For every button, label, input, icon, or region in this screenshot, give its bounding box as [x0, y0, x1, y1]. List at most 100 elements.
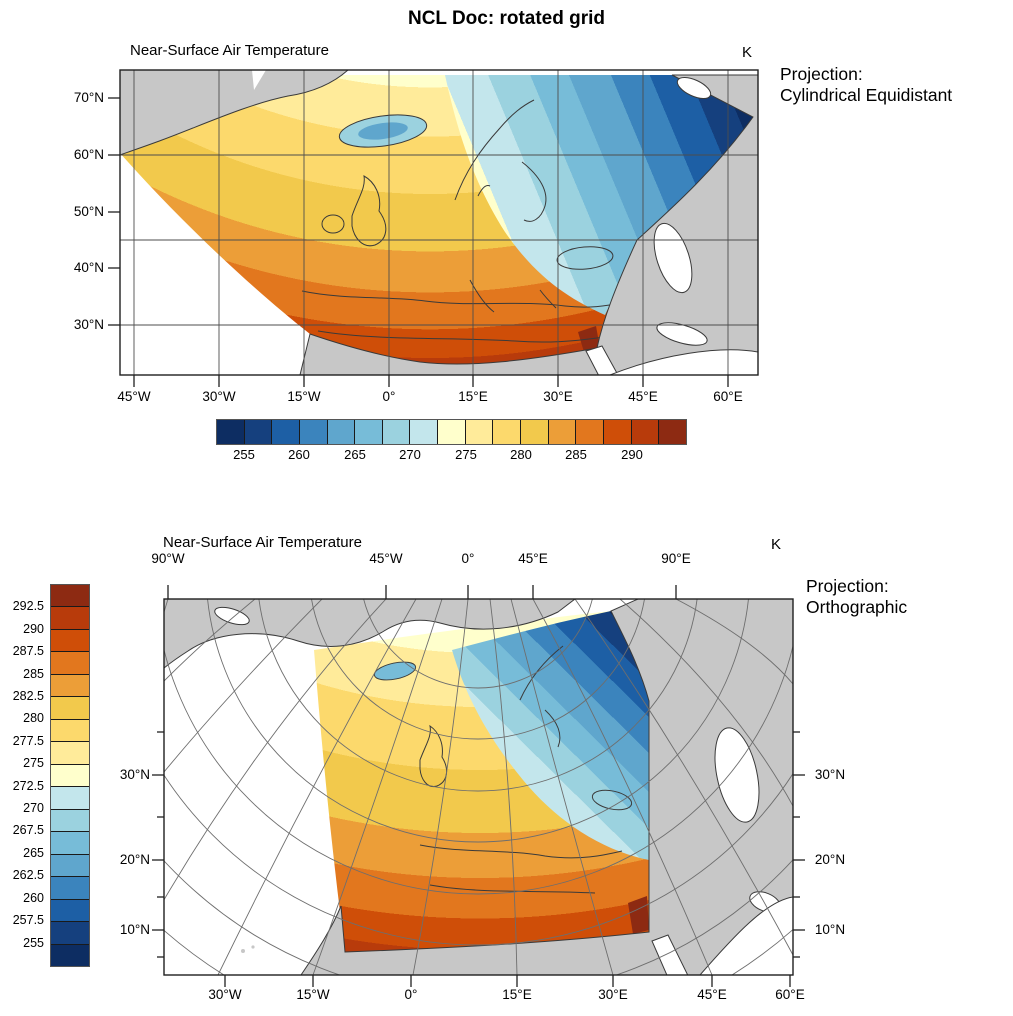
vbar-label-282-5: 282.5 — [12, 689, 44, 703]
lower-toptick-0: 0° — [461, 551, 475, 566]
hbar-label-290: 290 — [621, 447, 643, 462]
colorbar-cell — [51, 697, 89, 720]
lower-bottick-60e: 60°E — [775, 987, 805, 1002]
vbar-label-280: 280 — [23, 711, 44, 725]
upper-xtick-0: 0° — [382, 389, 396, 404]
colorbar-cell — [51, 585, 89, 608]
colorbar-cell — [548, 420, 577, 444]
colorbar-cell — [272, 420, 300, 444]
colorbar-cell — [438, 420, 466, 444]
colorbar-cell — [51, 899, 89, 923]
vbar-label-267-5: 267.5 — [12, 823, 44, 837]
vbar-label-260: 260 — [23, 891, 44, 905]
vbar-label-292-5: 292.5 — [12, 599, 44, 613]
upper-ytick-30n: 30°N — [73, 317, 104, 332]
vbar-label-270: 270 — [23, 801, 44, 815]
ticks-upper — [108, 97, 729, 387]
vbar-label-290: 290 — [23, 622, 44, 636]
colorbar-cell — [327, 420, 356, 444]
upper-xtick-45e: 45°E — [628, 389, 658, 404]
lower-lefttick-20n: 20°N — [119, 852, 150, 867]
colorbar-cell — [51, 854, 89, 878]
colorbar-cell — [244, 420, 273, 444]
vbar-label-257-5: 257.5 — [12, 913, 44, 927]
upper-projection-label: Projection: — [780, 64, 863, 84]
colorbar-cell — [51, 674, 89, 698]
vbar-label-285: 285 — [23, 667, 44, 681]
lower-projection-name: Orthographic — [806, 597, 908, 617]
colorbar-cell — [51, 764, 89, 788]
lower-lefttick-10n: 10°N — [119, 922, 150, 937]
colorbar-cell — [603, 420, 632, 444]
lower-toptick-90e: 90°E — [661, 551, 691, 566]
land-upper — [120, 70, 758, 375]
lower-bottick-0: 0° — [404, 987, 418, 1002]
upper-units-label: K — [742, 44, 753, 61]
upper-xtick-60e: 60°E — [713, 389, 743, 404]
colorbar-cell — [382, 420, 411, 444]
lower-units-label: K — [771, 536, 782, 553]
lower-bottick-15w: 15°W — [296, 987, 330, 1002]
colorbar-cell — [299, 420, 328, 444]
upper-ytick-60n: 60°N — [73, 147, 104, 162]
lower-toptick-45e: 45°E — [518, 551, 548, 566]
frame-upper — [119, 69, 759, 376]
hbar-label-285: 285 — [565, 447, 587, 462]
hbar-label-265: 265 — [344, 447, 366, 462]
ticks-lower — [152, 585, 805, 987]
grid-upper — [120, 70, 758, 375]
upper-xtick-15w: 15°W — [287, 389, 321, 404]
vbar-label-265: 265 — [23, 846, 44, 860]
lower-bottick-30e: 30°E — [598, 987, 628, 1002]
upper-projection-annotation: Projection: Cylindrical Equidistant — [780, 64, 952, 106]
upper-projection-name: Cylindrical Equidistant — [780, 85, 953, 105]
vbar-label-275: 275 — [23, 756, 44, 770]
colorbar-cell — [631, 420, 660, 444]
lower-righttick-10n: 10°N — [814, 922, 846, 937]
lower-bottick-45e: 45°E — [697, 987, 727, 1002]
graticule-lower — [164, 599, 793, 975]
colorbar-horizontal — [216, 419, 687, 445]
lower-toptick-45w: 45°W — [369, 551, 403, 566]
colorbar-cell — [51, 832, 89, 855]
hbar-label-280: 280 — [510, 447, 532, 462]
vbar-label-287-5: 287.5 — [12, 644, 44, 658]
lower-bottick-30w: 30°W — [208, 987, 242, 1002]
coastlines-upper — [301, 99, 642, 343]
lower-field-title: Near-Surface Air Temperature — [163, 534, 362, 551]
colorbar-cell — [51, 719, 89, 743]
colorbar-cell — [659, 420, 686, 444]
land-lower — [164, 599, 793, 975]
map-lower — [152, 585, 805, 987]
colorbar-cell — [576, 420, 604, 444]
colorbar-cell — [51, 652, 89, 675]
colorbar-cell — [51, 877, 89, 900]
hot-streak-lower — [628, 896, 649, 934]
frame-lower — [163, 598, 794, 976]
hbar-label-260: 260 — [288, 447, 310, 462]
upper-xtick-45w: 45°W — [117, 389, 151, 404]
colorbar-cell — [355, 420, 383, 444]
colorbar-cell — [465, 420, 494, 444]
page-title: NCL Doc: rotated grid — [407, 8, 606, 29]
colorbar-cell — [51, 607, 89, 630]
upper-xtick-30e: 30°E — [543, 389, 573, 404]
colorbar-cell — [493, 420, 522, 444]
upper-xtick-30w: 30°W — [202, 389, 236, 404]
colorbar-cell — [410, 420, 439, 444]
upper-ytick-50n: 50°N — [73, 204, 104, 219]
vbar-label-272-5: 272.5 — [12, 779, 44, 793]
map-upper — [108, 69, 759, 387]
upper-ytick-70n: 70°N — [73, 90, 104, 105]
colorbar-cell — [51, 809, 89, 833]
colorbar-cell — [217, 420, 245, 444]
hbar-label-270: 270 — [399, 447, 421, 462]
hbar-label-255: 255 — [233, 447, 255, 462]
lower-righttick-30n: 30°N — [814, 767, 846, 782]
cold-sector-upper — [445, 75, 753, 315]
lower-toptick-90w: 90°W — [151, 551, 185, 566]
colorbar-vertical — [50, 584, 90, 967]
hbar-label-275: 275 — [455, 447, 477, 462]
iceland-lower — [373, 661, 417, 681]
